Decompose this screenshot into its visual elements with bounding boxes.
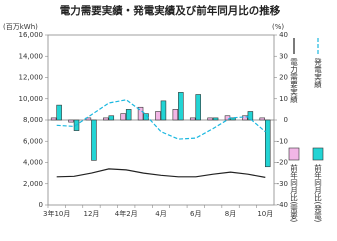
bar <box>155 111 161 121</box>
line <box>56 99 266 140</box>
x-tick-label: 12月 <box>84 210 100 218</box>
bar <box>160 100 167 121</box>
y2-tick-label: 40 <box>279 31 288 39</box>
bar <box>195 94 201 121</box>
y2-tick-label: 10 <box>279 95 288 103</box>
y-tick-label: 16,000 <box>19 31 44 39</box>
y2-tick-label: -10 <box>277 137 288 145</box>
legend-swatch <box>288 147 300 161</box>
x-tick-label: 4年2月 <box>115 209 138 218</box>
y-tick-label: 12,000 <box>19 74 44 82</box>
bar <box>103 117 109 121</box>
x-tick-label: 6月 <box>190 210 201 218</box>
chart-title: 電力需要実績・発電実績及び前年同月比の推移 <box>60 4 281 17</box>
legend-label: 前年同月比(需要) <box>289 163 298 223</box>
y2-tick-label: 20 <box>279 74 288 82</box>
bar <box>108 115 115 121</box>
x-tick-label: 10月 <box>257 210 273 218</box>
bar <box>259 117 266 121</box>
y-tick-label: 6,000 <box>23 137 43 145</box>
bar <box>125 109 132 121</box>
bar <box>212 117 219 121</box>
y2-tick-label: -40 <box>277 201 288 209</box>
bar <box>120 113 126 121</box>
x-tick-label: 3年10月 <box>43 209 70 218</box>
bar <box>91 119 97 161</box>
y2-axis-label: (%) <box>272 23 284 31</box>
bar <box>247 111 254 121</box>
y2-tick-label: -20 <box>277 159 288 167</box>
bar <box>178 92 184 121</box>
x-tick-label: 8月 <box>225 210 236 218</box>
legend-label: 電力需要実績 <box>289 58 298 105</box>
legend-swatch <box>312 147 324 161</box>
y-tick-label: 0 <box>39 201 43 209</box>
bar <box>189 117 196 121</box>
bar <box>68 119 74 123</box>
bar <box>137 106 144 121</box>
y-tick-label: 2,000 <box>23 180 43 188</box>
y2-tick-label: 30 <box>279 52 288 60</box>
line <box>56 168 266 178</box>
bar <box>50 117 57 121</box>
bar <box>230 117 236 121</box>
bar <box>242 115 248 121</box>
x-tick-label: 4月 <box>155 210 166 218</box>
legend-label: 前年同月比(発電) <box>313 163 322 223</box>
y-tick-label: 10,000 <box>19 95 44 103</box>
y-axis-label: (百万kWh) <box>3 23 38 31</box>
bar <box>56 104 62 121</box>
legend-label: 発電実績 <box>313 58 322 90</box>
bar <box>143 113 149 121</box>
bar <box>265 119 271 168</box>
y2-tick-label: 0 <box>284 116 288 124</box>
y2-tick-label: -30 <box>277 180 288 188</box>
y-tick-label: 8,000 <box>23 116 43 124</box>
y-tick-label: 14,000 <box>19 52 44 60</box>
y-tick-label: 4,000 <box>23 159 43 167</box>
bar <box>172 109 179 121</box>
bar <box>207 117 213 121</box>
